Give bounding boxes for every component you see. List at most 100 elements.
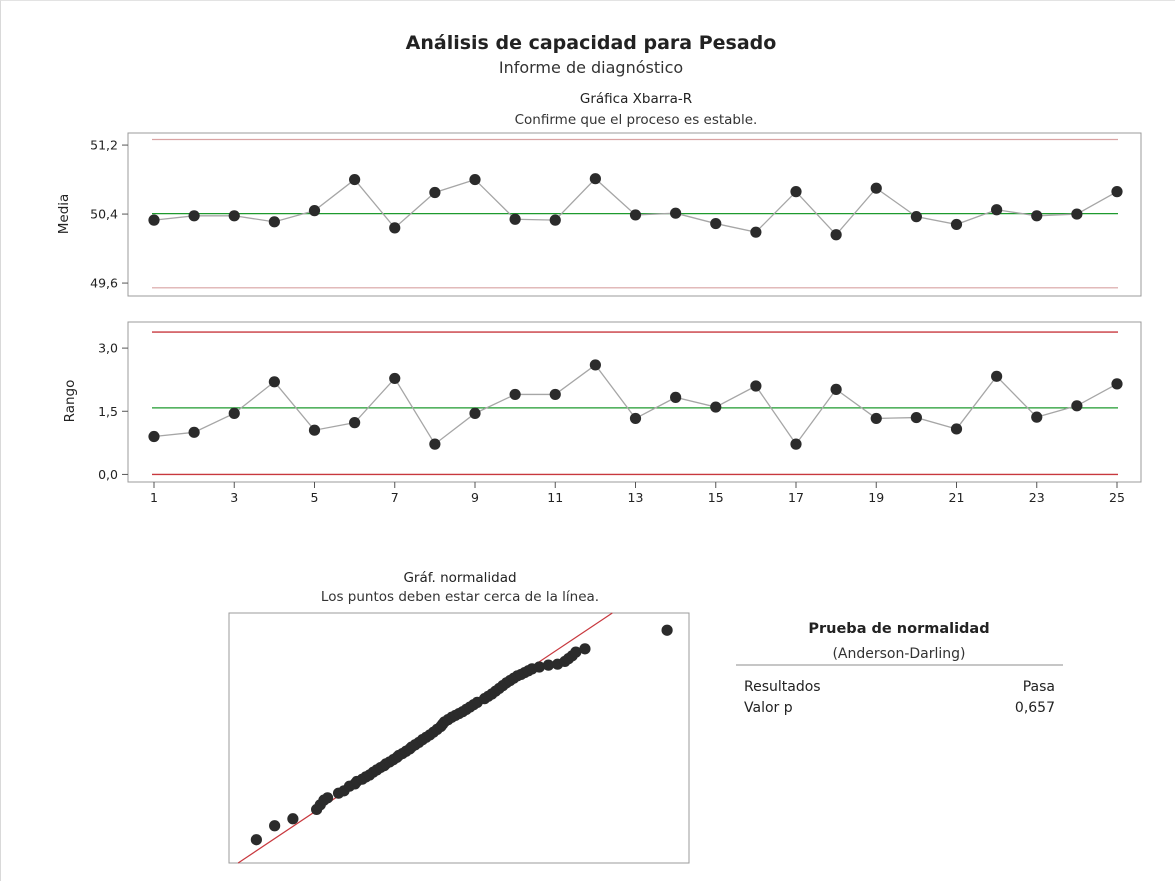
range-connect-line	[153, 364, 1118, 446]
xbar-point	[268, 216, 280, 228]
range-y-tick-label: 1,5	[98, 404, 118, 419]
range-point	[830, 383, 842, 395]
xbar-axis-label: Media	[56, 194, 72, 235]
xbar-chart-subtitle: Confirme que el proceso es estable.	[515, 112, 758, 128]
normality-point	[250, 834, 262, 846]
result-value: Pasa	[1023, 679, 1055, 695]
result-label: Resultados	[744, 679, 821, 695]
x-tick-label: 3	[230, 490, 238, 505]
range-point	[629, 412, 642, 425]
xbar-point	[710, 217, 722, 230]
xbar-point	[389, 222, 401, 234]
range-point	[268, 376, 280, 388]
xbar-point	[870, 182, 882, 194]
range-point	[389, 372, 401, 385]
range-point	[790, 438, 802, 450]
range-point	[710, 401, 722, 413]
xbar-point	[589, 173, 601, 185]
range-point	[1031, 411, 1043, 423]
x-tick-label: 5	[311, 490, 319, 505]
report-title: Análisis de capacidad para Pesado	[406, 32, 777, 54]
normality-point	[661, 624, 673, 636]
range-control-lines	[152, 331, 1118, 476]
range-point	[991, 370, 1003, 382]
normality-point	[542, 659, 555, 671]
range-point	[308, 424, 321, 436]
xbar-point	[830, 229, 842, 241]
xbar-point	[950, 218, 963, 231]
normality-point	[287, 813, 299, 825]
xbar-point	[629, 209, 642, 221]
xbar-point	[991, 204, 1003, 216]
xbar-point	[349, 173, 361, 186]
xbar-point	[1031, 210, 1043, 222]
xbar-point	[1071, 208, 1083, 220]
xbar-y-tick-label: 51,2	[90, 138, 118, 153]
xbar-point	[228, 210, 240, 222]
range-point	[750, 380, 762, 392]
xbar-y-tick-label: 50,4	[90, 207, 118, 222]
xbar-point	[670, 207, 682, 219]
xbar-connect-line	[153, 177, 1118, 236]
xbar-point	[188, 210, 200, 222]
xbar-point	[308, 205, 321, 217]
range-y-ticks: 0,0 1,5 3,0	[98, 341, 128, 482]
xbar-point	[549, 214, 561, 226]
range-point	[148, 430, 160, 443]
range-point	[910, 411, 922, 424]
report-subtitle: Informe de diagnóstico	[499, 58, 683, 77]
normality-chart-title: Gráf. normalidad	[403, 570, 516, 586]
xbar-point	[790, 186, 802, 198]
x-tick-label: 19	[868, 490, 884, 505]
xbar-point	[148, 214, 160, 226]
range-point	[549, 388, 561, 401]
range-point	[1071, 400, 1083, 412]
xbar-point	[469, 173, 481, 186]
subgroup-x-ticks: 1 3 5 7 9 11 13 15 17 19 21 23 25	[150, 482, 1125, 505]
normality-point	[579, 643, 591, 655]
x-tick-label: 13	[628, 490, 644, 505]
normality-plot-frame	[228, 612, 690, 864]
x-tick-label: 1	[150, 490, 158, 505]
range-point	[349, 417, 361, 429]
range-point	[950, 423, 963, 435]
range-point	[228, 407, 240, 419]
x-tick-label: 7	[391, 490, 399, 505]
normality-point	[321, 792, 334, 804]
range-y-tick-label: 3,0	[98, 341, 118, 356]
range-point	[469, 407, 481, 419]
normality-chart-subtitle: Los puntos deben estar cerca de la línea…	[321, 589, 599, 605]
range-point	[589, 359, 601, 371]
range-axis-label: Rango	[62, 380, 78, 423]
range-series	[148, 359, 1123, 450]
x-tick-label: 25	[1109, 490, 1125, 505]
xbar-y-ticks: 49,6 50,4 51,2	[90, 138, 128, 291]
range-point	[188, 426, 200, 438]
xbar-point	[750, 226, 762, 238]
xbar-y-tick-label: 49,6	[90, 276, 118, 291]
range-plot-frame	[127, 321, 1142, 483]
xbar-series	[148, 173, 1123, 241]
normality-point	[269, 820, 281, 832]
normality-point	[570, 646, 582, 658]
xbar-point	[429, 186, 441, 199]
xbar-point	[1111, 186, 1123, 198]
range-point	[509, 388, 521, 401]
range-point	[870, 412, 882, 425]
normality-test-method: (Anderson-Darling)	[832, 646, 965, 662]
x-tick-label: 11	[547, 490, 563, 505]
x-tick-label: 9	[471, 490, 479, 505]
range-point	[670, 391, 682, 403]
x-tick-label: 21	[949, 490, 965, 505]
normality-plot	[237, 612, 673, 864]
range-point	[1111, 378, 1123, 390]
p-value-label: Valor p	[744, 700, 793, 716]
range-point	[429, 438, 441, 450]
xbar-point	[910, 211, 922, 223]
xbar-chart-title: Gráfica Xbarra-R	[580, 91, 692, 107]
p-value-value: 0,657	[1015, 700, 1055, 716]
x-tick-label: 17	[788, 490, 804, 505]
normality-point	[533, 661, 545, 673]
